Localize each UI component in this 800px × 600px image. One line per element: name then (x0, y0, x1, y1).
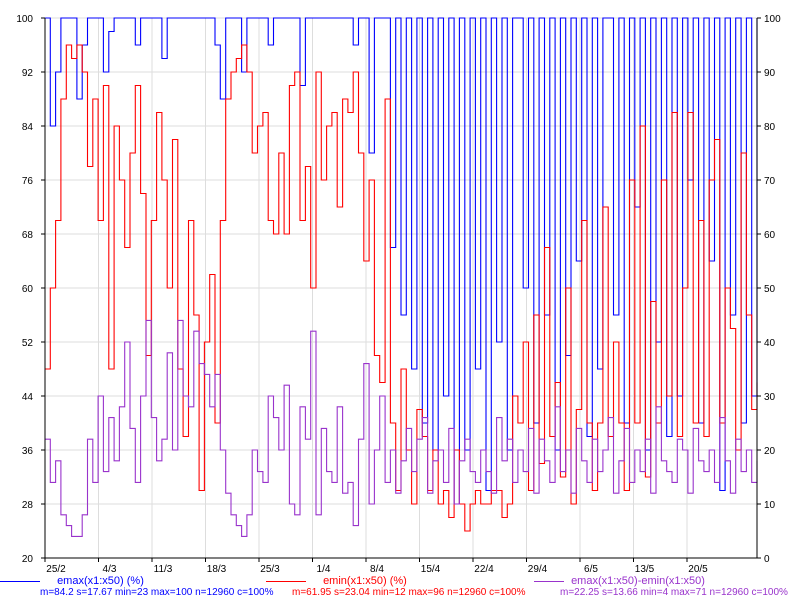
left-tick-label: 20 (22, 554, 34, 565)
left-tick-label: 44 (22, 392, 34, 403)
right-tick-label: 10 (764, 500, 776, 511)
legend-emin-swatch (266, 580, 306, 582)
legend-emin-label: emin(x1:x50) (%) (323, 575, 407, 587)
x-tick-label: 29/4 (528, 564, 548, 575)
legend-diff-swatch (534, 580, 564, 582)
left-tick-label: 36 (22, 446, 34, 457)
x-tick-label: 8/4 (370, 564, 384, 575)
left-tick-label: 100 (16, 14, 33, 25)
x-axis-ticks: 25/2 4/3 11/3 18/3 25/3 1/4 8/4 15/4 22/4 29/4 6/5… (44, 558, 708, 575)
left-tick-label: 28 (22, 500, 34, 511)
right-tick-label: 0 (764, 554, 770, 565)
x-tick-label: 6/5 (584, 564, 598, 575)
right-tick-label: 100 (764, 14, 781, 25)
series-lines (45, 17, 758, 537)
x-tick-label: 13/5 (635, 564, 655, 575)
legend-diff: emax(x1:x50)-emin(x1:x50) m=22.25 s=13.6… (534, 575, 800, 598)
legend-emax-stats: m=84.2 s=17.67 min=23 max=100 n=12960 c=… (40, 587, 274, 598)
right-tick-label: 40 (764, 338, 776, 349)
x-tick-label: 20/5 (688, 564, 708, 575)
x-tick-label: 25/3 (260, 564, 280, 575)
left-tick-label: 84 (22, 122, 34, 133)
legend-diff-label: emax(x1:x50)-emin(x1:x50) (571, 575, 705, 587)
x-tick-label: 18/3 (207, 564, 227, 575)
right-tick-label: 50 (764, 284, 776, 295)
right-tick-label: 70 (764, 176, 776, 187)
left-tick-label: 76 (22, 176, 34, 187)
right-tick-label: 80 (764, 122, 776, 133)
legend-emin: emin(x1:x50) (%) m=61.95 s=23.04 min=12 … (266, 575, 546, 598)
left-tick-label: 68 (22, 230, 34, 241)
right-axis-ticks: 0 10 20 30 40 50 60 70 80 90 100 (757, 14, 781, 565)
left-tick-label: 92 (22, 68, 34, 79)
series-line-diff (45, 319, 758, 537)
legend-emax-label: emax(x1:x50) (%) (57, 575, 144, 587)
legend-diff-stats: m=22.25 s=13.66 min=4 max=71 n=12960 c=1… (560, 587, 788, 598)
right-tick-label: 90 (764, 68, 776, 79)
right-tick-label: 30 (764, 392, 776, 403)
left-axis-ticks: 20 28 36 44 52 60 68 76 84 92 100 (16, 14, 45, 565)
right-tick-label: 20 (764, 446, 776, 457)
x-tick-label: 22/4 (474, 564, 494, 575)
x-tick-label: 25/2 (46, 564, 66, 575)
legend-emin-stats: m=61.95 s=23.04 min=12 max=96 n=12960 c=… (292, 587, 526, 598)
left-tick-label: 60 (22, 284, 34, 295)
x-tick-label: 15/4 (421, 564, 441, 575)
x-tick-label: 11/3 (154, 564, 173, 575)
x-tick-label: 1/4 (317, 564, 331, 575)
left-tick-label: 52 (22, 338, 34, 349)
x-tick-label: 4/3 (103, 564, 117, 575)
right-tick-label: 60 (764, 230, 776, 241)
legend-emax: emax(x1:x50) (%) m=84.2 s=17.67 min=23 m… (0, 575, 280, 598)
legend-emax-swatch (0, 580, 40, 582)
